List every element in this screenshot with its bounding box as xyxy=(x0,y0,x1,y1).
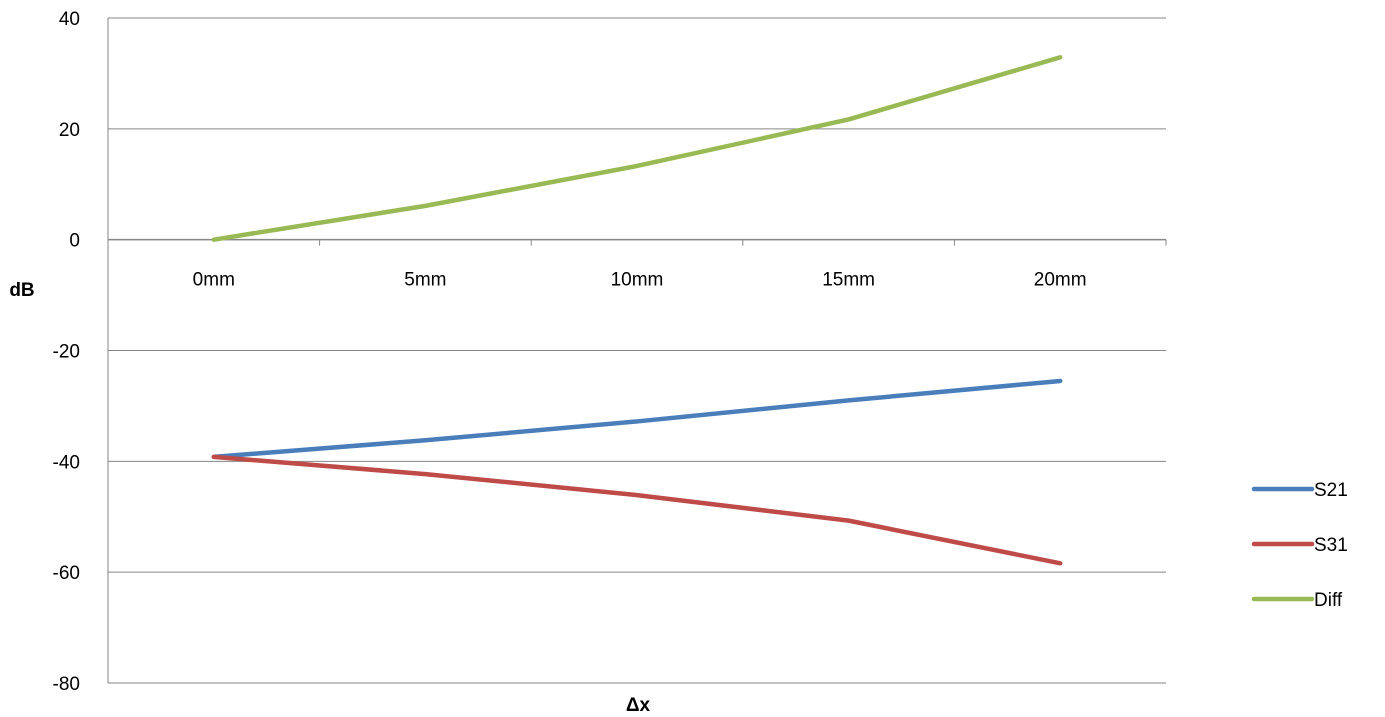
y-tick-label: -80 xyxy=(53,674,80,695)
gridlines xyxy=(108,17,1166,684)
y-tick-label: 20 xyxy=(59,120,80,141)
x-tick-label: 0mm xyxy=(193,270,235,291)
series-line-s21 xyxy=(211,378,1063,460)
legend-label-s31: S31 xyxy=(1314,535,1348,556)
legend-label-s21: S21 xyxy=(1314,480,1348,501)
x-tick-label: 5mm xyxy=(404,270,446,291)
x-tick-label: 20mm xyxy=(1034,270,1087,291)
x-axis-title: Δx xyxy=(626,695,651,716)
legend-label-diff: Diff xyxy=(1314,590,1343,611)
x-tick-label: 10mm xyxy=(611,270,664,291)
x-tick-label: 15mm xyxy=(822,270,875,291)
y-tick-label: -40 xyxy=(53,452,80,473)
legend: S21 S31 Diff xyxy=(1251,480,1348,611)
series-line-s31 xyxy=(211,454,1063,566)
x-axis: 0mm 5mm 10mm 15mm 20mm xyxy=(107,238,1167,291)
series-line-diff xyxy=(211,55,1063,242)
y-tick-label: 40 xyxy=(59,9,80,30)
y-tick-label: 0 xyxy=(69,231,80,252)
y-axis-title: dB xyxy=(9,280,34,301)
y-tick-label: -20 xyxy=(53,342,80,363)
y-tick-labels: -80 -60 -40 -20 0 20 40 xyxy=(53,9,80,695)
y-tick-label: -60 xyxy=(53,563,80,584)
series-lines xyxy=(211,55,1063,566)
